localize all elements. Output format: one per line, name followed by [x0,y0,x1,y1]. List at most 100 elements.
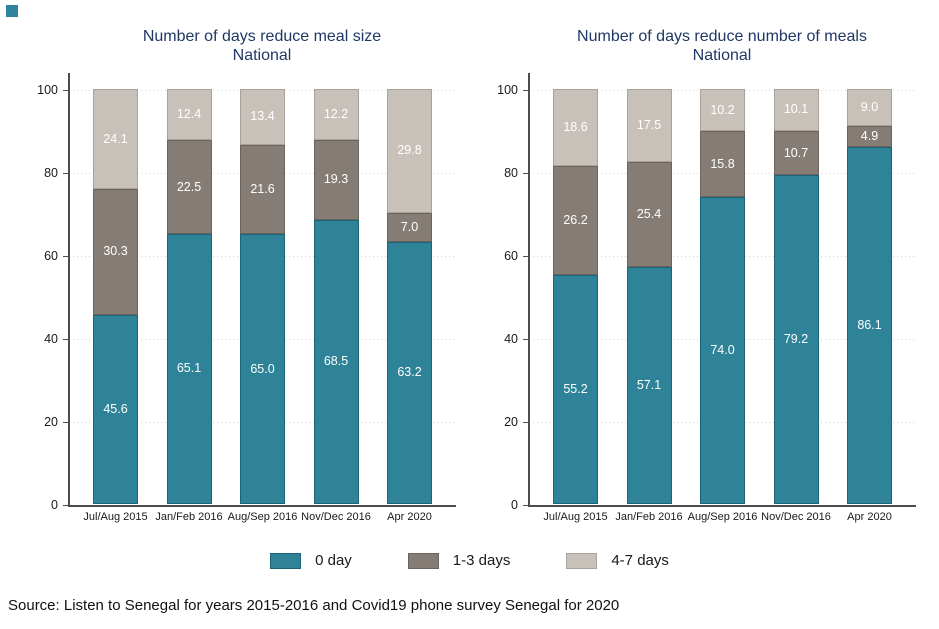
bar-segment-0-day: 79.2 [773,175,819,504]
stacked-bar: 86.1 4.9 9.0 [847,89,892,504]
bar-value-label: 12.2 [323,106,349,121]
y-axis-line [68,73,70,506]
y-tick-label: 0 [511,498,518,512]
bar-value-label: 24.1 [103,131,128,146]
legend-label: 0 day [315,552,352,569]
bar-segment-1-3-days: 26.2 [553,166,598,275]
y-tick [63,172,68,174]
bar-value-label: 9.0 [860,100,879,115]
y-tick-label: 80 [504,166,518,180]
y-tick [523,504,528,506]
bar-value-label: 79.2 [783,332,809,347]
chart-title-line1: Number of days reduce number of meals [577,28,867,45]
bar-value-label: 57.1 [636,378,662,393]
legend-item: 1-3 days [407,552,511,569]
bar-segment-0-day: 65.1 [166,233,212,504]
chart-panel-meal-size: Number of days reduce meal size National… [0,0,460,545]
legend-swatch [566,552,598,569]
source-note: Source: Listen to Senegal for years 2015… [8,597,620,614]
bar-value-label: 10.1 [783,102,809,117]
y-tick-label: 20 [504,415,518,429]
stacked-bar: 74.0 15.8 10.2 [700,89,745,504]
bar-segment-0-day: 57.1 [626,267,672,504]
bar-segment-1-3-days: 15.8 [700,131,745,197]
bar-value-label: 65.1 [176,361,202,376]
y-tick-label: 60 [504,249,518,263]
bar-segment-0-day: 68.5 [313,219,359,504]
chart-title-line2: National [232,47,292,64]
bar-segment-1-3-days: 21.6 [240,144,285,235]
stacked-bar: 65.1 22.5 12.4 [166,89,212,504]
y-tick [523,89,528,91]
bar-value-label: 12.4 [176,107,202,122]
bar-segment-0-day: 45.6 [93,314,138,504]
bar-value-label: 17.5 [636,117,662,132]
y-axis-line [528,73,530,506]
bar-segment-1-3-days: 4.9 [847,126,892,147]
corner-mark [6,5,18,17]
x-category-label: Jan/Feb 2016 [155,511,223,523]
y-tick-label: 60 [44,249,58,263]
stacked-bar: 65.0 21.6 13.4 [240,89,285,504]
y-tick [63,421,68,423]
y-tick-label: 100 [37,83,58,97]
bar-segment-4-7-days: 18.6 [553,89,598,167]
bar-value-label: 74.0 [710,342,735,357]
bar-value-label: 30.3 [103,244,128,259]
bar-segment-4-7-days: 10.1 [773,89,819,131]
bar-segment-1-3-days: 10.7 [773,130,819,176]
bar-segment-4-7-days: 10.2 [700,89,745,132]
bar-value-label: 26.2 [563,213,588,228]
x-category-label: Aug/Sep 2016 [687,511,758,523]
x-category-label: Jul/Aug 2015 [83,511,148,523]
x-category-label: Nov/Dec 2016 [761,511,831,523]
bar-value-label: 86.1 [857,317,882,332]
chart-title-meal-size: Number of days reduce meal size National [68,27,456,65]
bar-value-label: 19.3 [323,172,349,187]
bar-segment-1-3-days: 22.5 [166,140,212,234]
y-tick-label: 0 [51,498,58,512]
bar-value-label: 29.8 [397,143,422,158]
bar-segment-4-7-days: 9.0 [847,89,892,127]
legend: 0 day 1-3 days 4-7 days [0,552,939,569]
bar-value-label: 21.6 [250,181,275,196]
y-tick-label: 80 [44,166,58,180]
bar-segment-0-day: 65.0 [240,234,285,504]
bar-value-label: 65.0 [250,361,275,376]
bar-segment-1-3-days: 19.3 [313,139,359,220]
bar-segment-4-7-days: 13.4 [240,89,285,145]
y-tick [523,255,528,257]
plot-area: 55.2 26.2 18.6 57.1 25.4 17.5 74.0 15.8 10.2 79.2… [528,73,916,505]
legend-label: 1-3 days [452,552,511,569]
legend-swatch [270,552,302,569]
bar-value-label: 15.8 [710,156,735,171]
bar-segment-4-7-days: 29.8 [387,89,432,213]
bar-value-label: 22.5 [176,179,202,194]
bar-value-label: 55.2 [563,381,588,396]
legend-swatch [407,552,439,569]
bar-value-label: 13.4 [250,109,275,124]
y-tick [63,255,68,257]
legend-label: 4-7 days [611,552,669,569]
y-tick-label: 40 [504,332,518,346]
x-category-label: Jul/Aug 2015 [543,511,608,523]
y-tick [63,504,68,506]
y-tick-label: 100 [497,83,518,97]
bar-segment-4-7-days: 12.2 [313,89,359,140]
bar-value-label: 4.9 [860,129,879,144]
x-category-label: Jan/Feb 2016 [615,511,683,523]
stacked-bar: 45.6 30.3 24.1 [93,89,138,504]
bar-value-label: 45.6 [103,401,128,416]
bar-segment-1-3-days: 7.0 [387,212,432,242]
bar-segment-0-day: 74.0 [700,196,745,504]
y-tick [63,338,68,340]
stacked-bar: 57.1 25.4 17.5 [626,89,672,504]
legend-item: 4-7 days [566,552,669,569]
x-category-label: Apr 2020 [387,511,432,523]
x-axis-line [68,505,456,507]
x-category-label: Apr 2020 [847,511,892,523]
bar-value-label: 25.4 [636,206,662,221]
y-tick-label: 40 [44,332,58,346]
stacked-bar: 79.2 10.7 10.1 [773,89,819,504]
